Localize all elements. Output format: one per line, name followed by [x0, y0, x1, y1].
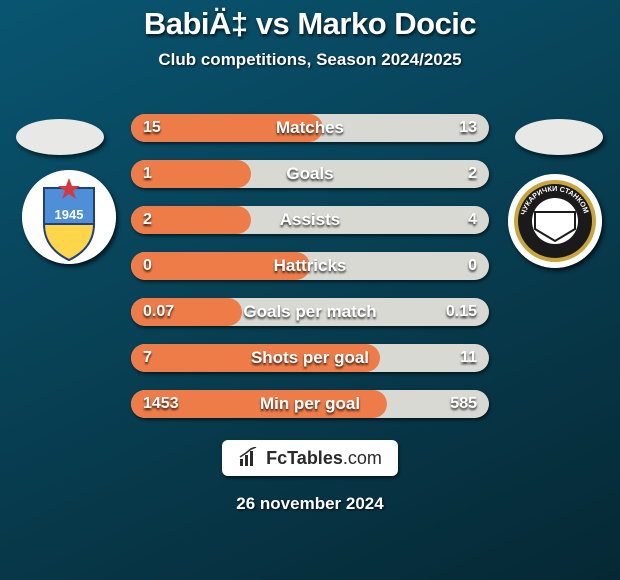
stat-label: Matches: [131, 114, 489, 142]
stat-label: Goals per match: [131, 298, 489, 326]
stat-label: Goals: [131, 160, 489, 188]
stat-value-right: 0.15: [446, 298, 477, 326]
stats-container: 15 Matches 13 1 Goals 2 2 Assists 4 0 Ha…: [0, 114, 620, 418]
stat-label: Assists: [131, 206, 489, 234]
stat-label: Min per goal: [131, 390, 489, 418]
stat-row-shots-per-goal: 7 Shots per goal 11: [131, 344, 489, 372]
stat-value-right: 13: [459, 114, 477, 142]
stat-value-right: 4: [468, 206, 477, 234]
page-title: BabiÄ‡ vs Marko Docic: [0, 0, 620, 42]
stat-value-right: 585: [450, 390, 477, 418]
stat-value-right: 11: [460, 344, 477, 372]
bar-chart-icon: [238, 447, 260, 469]
stat-value-right: 0: [468, 252, 477, 280]
stat-row-matches: 15 Matches 13: [131, 114, 489, 142]
stat-row-min-per-goal: 1453 Min per goal 585: [131, 390, 489, 418]
brand-text-1: FcTables: [266, 448, 343, 469]
stat-label: Shots per goal: [131, 344, 489, 372]
stat-row-hattricks: 0 Hattricks 0: [131, 252, 489, 280]
stat-row-goals: 1 Goals 2: [131, 160, 489, 188]
page-subtitle: Club competitions, Season 2024/2025: [0, 50, 620, 70]
stat-label: Hattricks: [131, 252, 489, 280]
page-date: 26 november 2024: [0, 494, 620, 514]
stat-row-assists: 2 Assists 4: [131, 206, 489, 234]
brand-text-2: .com: [343, 448, 382, 469]
brand-box: FcTables.com: [222, 440, 398, 476]
stat-value-right: 2: [468, 160, 477, 188]
stat-row-goals-per-match: 0.07 Goals per match 0.15: [131, 298, 489, 326]
